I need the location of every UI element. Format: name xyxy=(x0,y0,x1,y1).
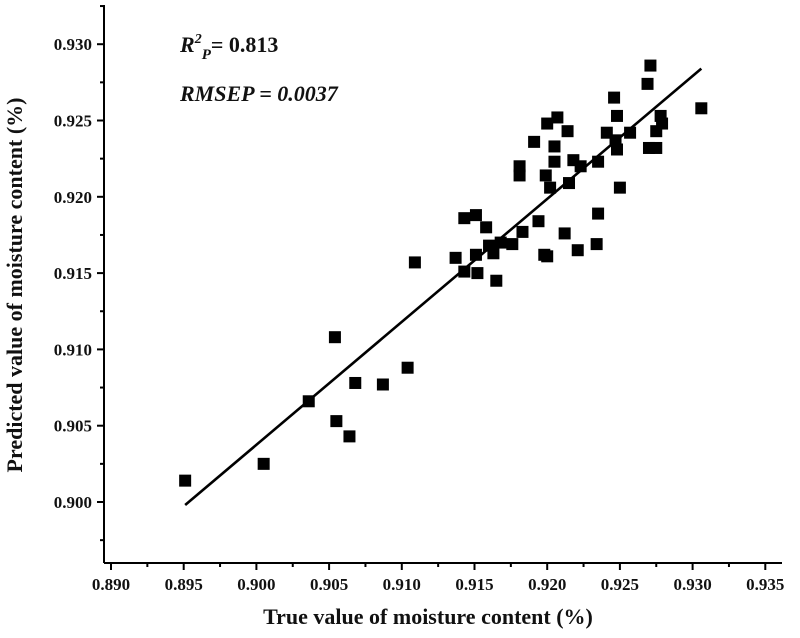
x-tick-label: 0.900 xyxy=(237,575,275,594)
y-tick-label: 0.920 xyxy=(54,188,92,207)
data-point xyxy=(644,59,657,72)
data-point xyxy=(656,117,669,130)
data-point xyxy=(458,265,471,278)
data-point xyxy=(469,209,482,222)
x-tick-label: 0.905 xyxy=(310,575,348,594)
x-tick-label: 0.930 xyxy=(673,575,711,594)
x-tick-label: 0.910 xyxy=(383,575,421,594)
data-point xyxy=(349,376,362,389)
data-point xyxy=(590,238,603,251)
data-point xyxy=(541,117,554,130)
y-tick-label: 0.905 xyxy=(54,417,92,436)
data-point xyxy=(328,331,341,344)
data-point xyxy=(532,215,545,228)
data-point xyxy=(608,91,621,104)
y-tick-label: 0.900 xyxy=(54,493,92,512)
data-point xyxy=(592,207,605,220)
y-tick-label: 0.910 xyxy=(54,340,92,359)
data-point xyxy=(480,221,493,234)
data-point xyxy=(561,125,574,138)
data-point xyxy=(548,155,561,168)
data-point xyxy=(571,244,584,257)
regression-line xyxy=(184,67,703,507)
data-point xyxy=(610,143,623,156)
data-point xyxy=(179,474,192,487)
data-points xyxy=(179,59,708,487)
x-tick-label: 0.915 xyxy=(455,575,493,594)
y-axis-label: Predicted value of moisture content (%) xyxy=(2,98,27,473)
data-point xyxy=(506,238,519,251)
ticks: 0.890 0.895 0.900 0.905 0.910 0.915 0.920 0.925… xyxy=(54,5,784,594)
y-tick-label: 0.925 xyxy=(54,112,92,131)
data-point xyxy=(563,177,576,190)
axes xyxy=(103,5,782,564)
data-point xyxy=(541,250,554,263)
data-point xyxy=(641,77,654,90)
data-point xyxy=(544,181,557,194)
rmsep-annotation: RMSEP = 0.0037 xyxy=(179,81,339,106)
x-tick-label: 0.895 xyxy=(165,575,203,594)
data-point xyxy=(613,181,626,194)
data-point xyxy=(695,102,708,115)
data-point xyxy=(539,169,552,182)
x-tick-label: 0.935 xyxy=(746,575,784,594)
data-point xyxy=(548,140,561,153)
data-point xyxy=(650,141,663,154)
data-point xyxy=(610,109,623,122)
data-point xyxy=(513,160,526,173)
data-point xyxy=(401,361,414,374)
r2-annotation: R2P= 0.813 xyxy=(179,32,278,63)
data-point xyxy=(471,267,484,280)
data-point xyxy=(487,247,500,260)
data-point xyxy=(490,274,503,287)
data-point xyxy=(257,457,270,470)
data-point xyxy=(408,256,421,269)
x-tick-label: 0.925 xyxy=(601,575,639,594)
data-point xyxy=(458,212,471,225)
x-tick-label: 0.920 xyxy=(528,575,566,594)
data-point xyxy=(551,111,564,124)
data-point xyxy=(449,251,462,264)
data-point xyxy=(528,135,541,148)
data-point xyxy=(330,415,343,428)
x-tick-label: 0.890 xyxy=(92,575,130,594)
data-point xyxy=(376,378,389,391)
y-tick-label: 0.930 xyxy=(54,35,92,54)
y-tick-label: 0.915 xyxy=(54,264,92,283)
data-point xyxy=(558,227,571,240)
data-point xyxy=(513,169,526,182)
data-point xyxy=(343,430,356,443)
x-axis-label: True value of moisture content (%) xyxy=(263,604,593,629)
data-point xyxy=(516,225,529,238)
